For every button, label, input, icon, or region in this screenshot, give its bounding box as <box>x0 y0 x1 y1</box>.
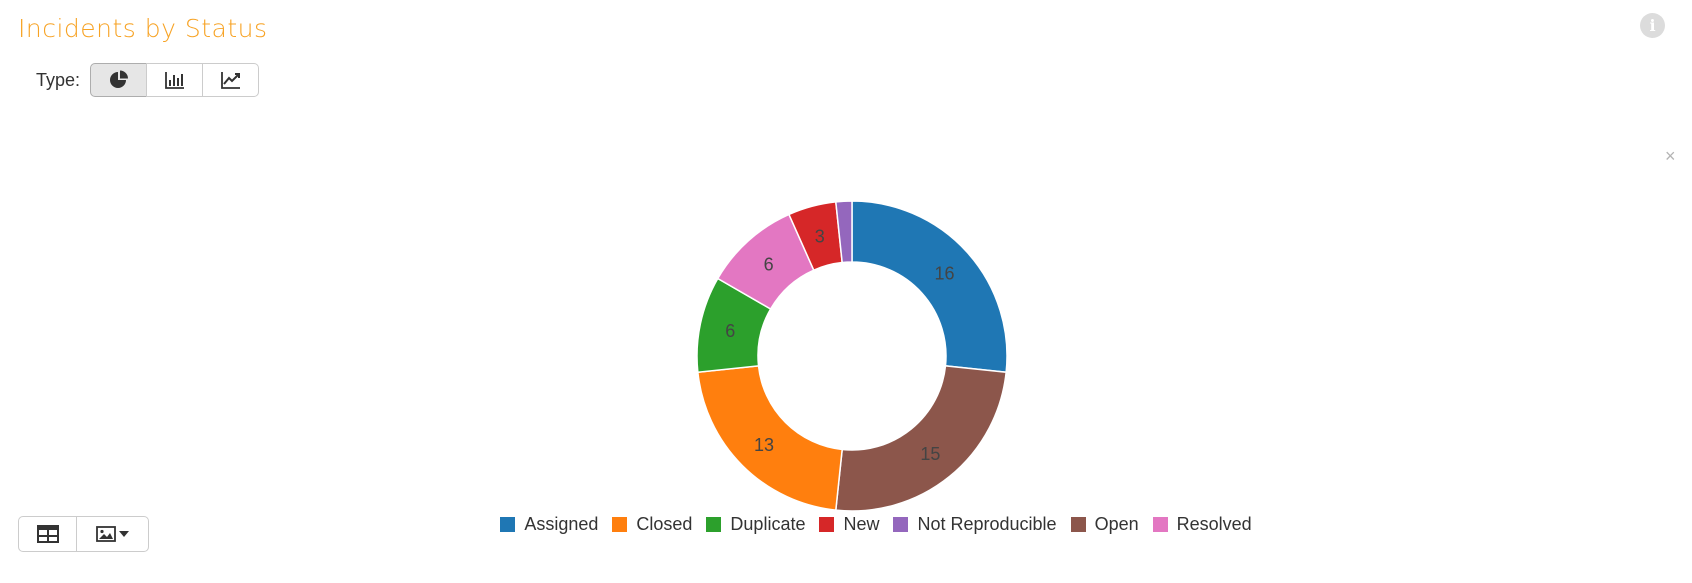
legend-label: Not Reproducible <box>917 514 1057 534</box>
legend-item-resolved[interactable]: Resolved <box>1152 514 1252 535</box>
legend-item-not-reproducible[interactable]: Not Reproducible <box>893 514 1057 535</box>
bar-chart-icon <box>164 72 184 89</box>
pie-chart-icon <box>109 70 128 88</box>
legend-label: Open <box>1094 514 1139 534</box>
legend-swatch <box>612 517 628 532</box>
slice-open[interactable] <box>834 365 1007 512</box>
legend-item-closed[interactable]: Closed <box>612 514 692 535</box>
slice-assigned[interactable] <box>851 200 1008 374</box>
table-view-button[interactable] <box>18 516 77 552</box>
legend-item-duplicate[interactable]: Duplicate <box>706 514 805 535</box>
legend-swatch <box>1070 517 1086 532</box>
bar-chart-button[interactable] <box>146 63 204 97</box>
legend-swatch <box>706 517 722 532</box>
legend-item-new[interactable]: New <box>819 514 879 535</box>
legend-swatch <box>500 517 516 532</box>
legend-label: Closed <box>636 514 693 534</box>
legend-item-open[interactable]: Open <box>1070 514 1139 535</box>
image-export-dropdown[interactable] <box>76 516 149 552</box>
data-label-duplicate: 6 <box>725 321 735 341</box>
line-chart-button[interactable] <box>202 63 260 97</box>
legend-item-assigned[interactable]: Assigned <box>500 514 598 535</box>
table-icon <box>36 525 59 543</box>
info-icon[interactable]: i <box>1640 13 1665 38</box>
caret-down-icon <box>119 531 129 537</box>
type-label: Type: <box>36 69 81 90</box>
line-chart-icon <box>220 72 240 89</box>
legend-label: Assigned <box>524 514 599 534</box>
legend-label: Resolved <box>1176 514 1252 534</box>
chart-legend: Assigned Closed Duplicate New Not Reproducib… <box>0 514 1692 535</box>
data-label-closed: 13 <box>754 435 774 455</box>
slice-closed[interactable] <box>697 365 843 511</box>
pie-chart-button[interactable] <box>90 63 148 97</box>
page-title: Incidents by Status <box>18 14 268 43</box>
data-label-new: 3 <box>815 227 825 247</box>
legend-swatch <box>1152 517 1168 532</box>
chart-type-button-group <box>90 63 260 97</box>
legend-swatch <box>893 517 909 532</box>
image-export-icon <box>96 526 116 542</box>
legend-label: New <box>843 514 880 534</box>
slice-not-reproducible[interactable] <box>834 200 853 264</box>
close-icon[interactable]: × <box>1665 146 1676 166</box>
data-label-resolved: 6 <box>764 254 774 274</box>
data-label-assigned: 16 <box>935 264 955 284</box>
legend-swatch <box>819 517 835 532</box>
chart-type-selector: Type: <box>36 63 260 97</box>
legend-label: Duplicate <box>730 514 806 534</box>
bottom-toolbar <box>18 516 149 552</box>
data-label-open: 15 <box>920 444 940 464</box>
